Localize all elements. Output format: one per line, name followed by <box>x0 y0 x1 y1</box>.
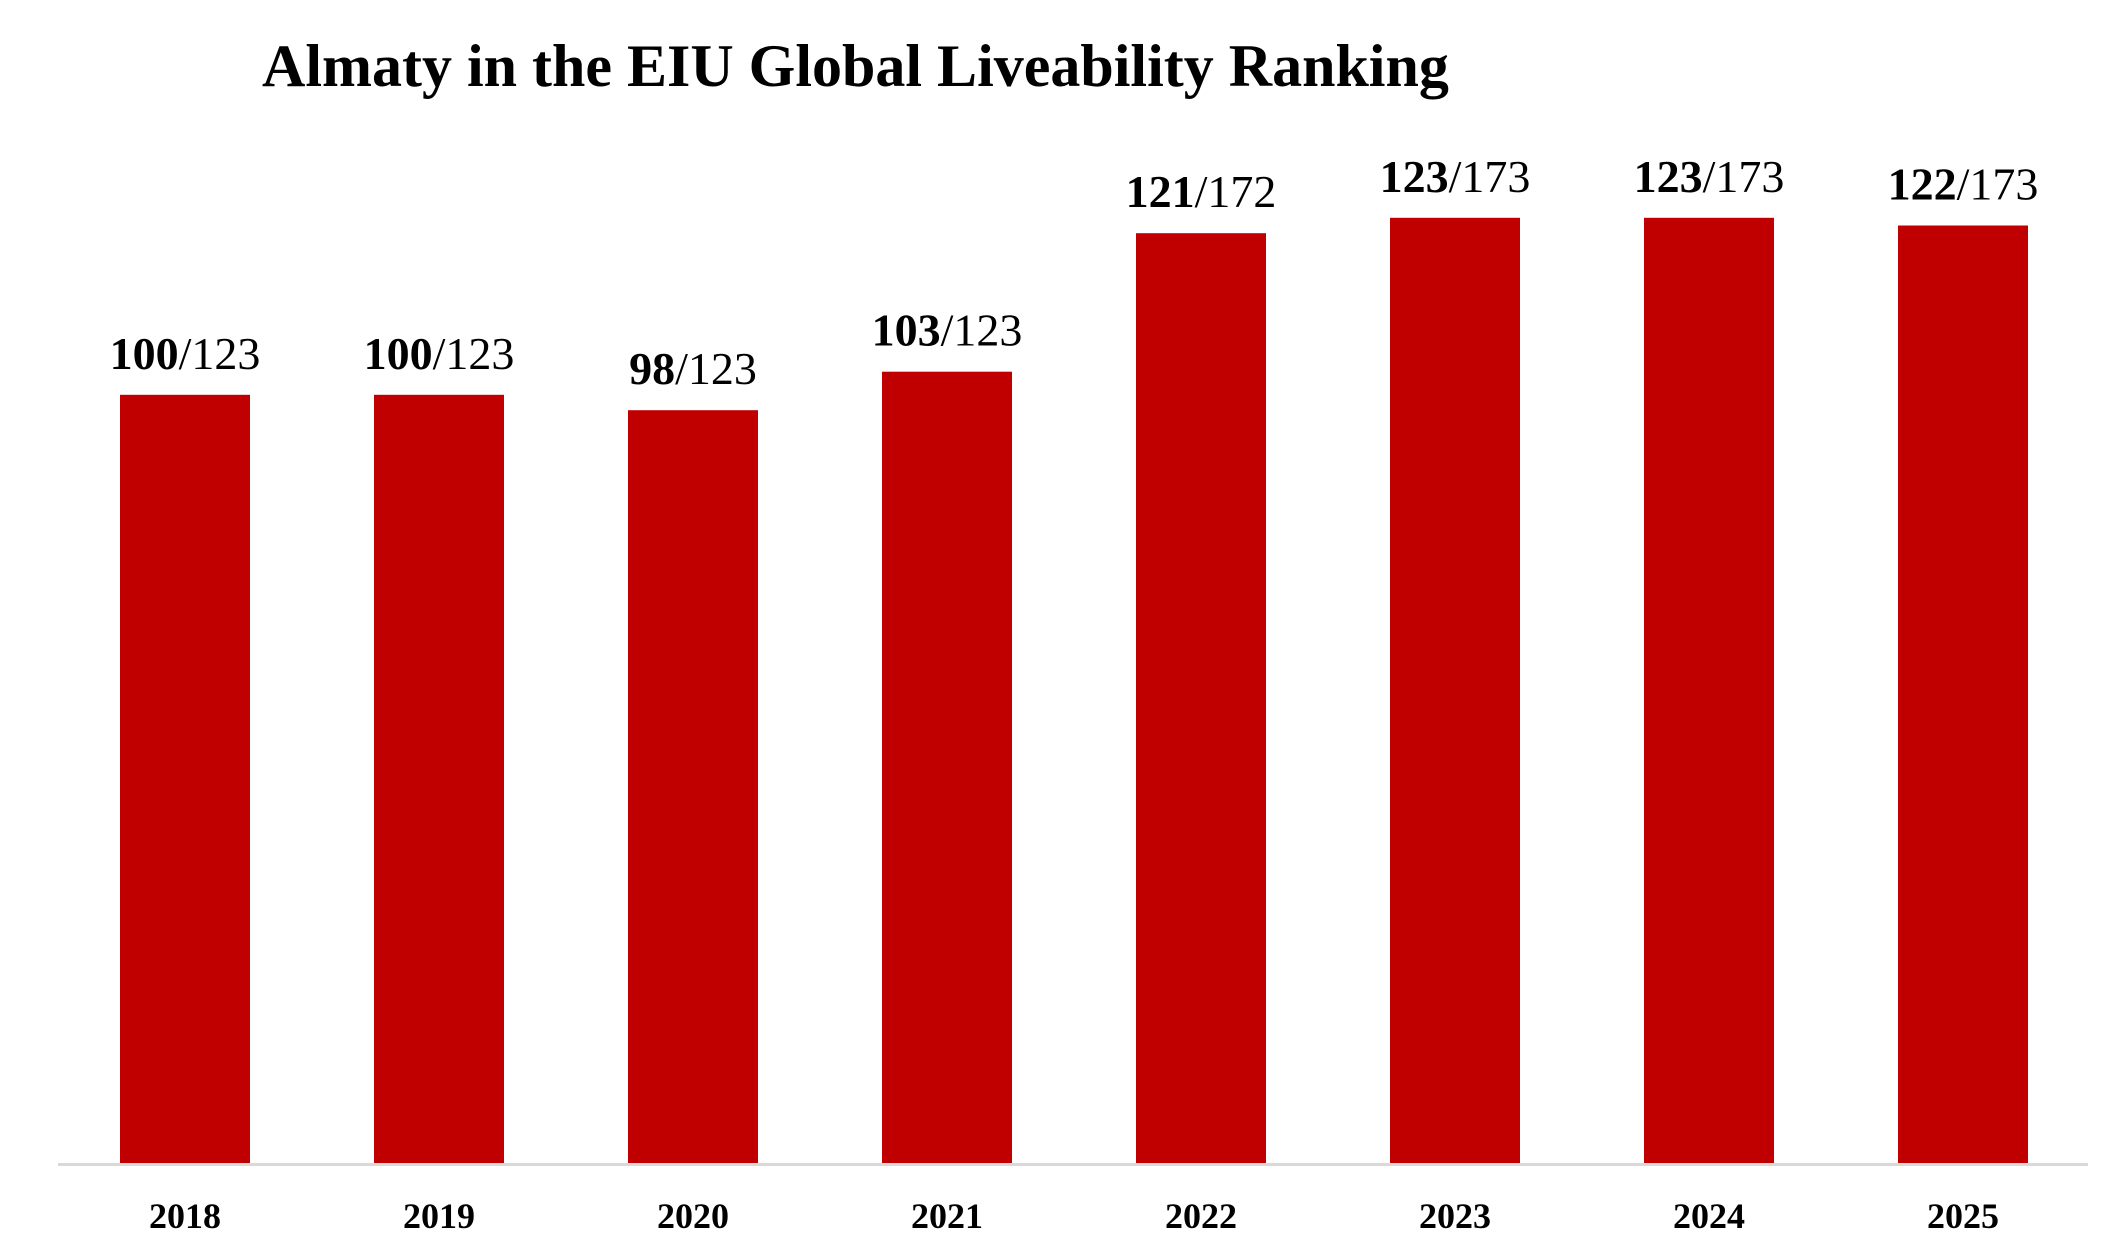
data-label-rank: 123 <box>1380 151 1449 202</box>
data-label-2019: 100/123 <box>364 328 515 379</box>
x-tick-label-2025: 2025 <box>1927 1196 1999 1236</box>
data-label-rank: 123 <box>1634 151 1703 202</box>
x-tick-label-2021: 2021 <box>911 1196 983 1236</box>
data-label-rank: 100 <box>110 328 179 379</box>
data-label-total: /173 <box>1703 151 1785 202</box>
data-label-rank: 98 <box>629 343 675 394</box>
bars-layer <box>120 217 2028 1165</box>
data-label-total: /123 <box>179 328 261 379</box>
x-tick-label-2024: 2024 <box>1673 1196 1745 1236</box>
x-tick-label-2018: 2018 <box>149 1196 221 1236</box>
data-label-total: /172 <box>1195 166 1277 217</box>
chart-title: Almaty in the EIU Global Liveability Ran… <box>262 33 1449 99</box>
bar-2018 <box>120 394 250 1164</box>
data-label-2025: 122/173 <box>1888 159 2039 210</box>
data-label-total: /173 <box>1957 159 2039 210</box>
bar-2023 <box>1390 217 1520 1165</box>
bar-2021 <box>882 371 1012 1164</box>
data-label-2023: 123/173 <box>1380 151 1531 202</box>
data-label-total: /173 <box>1449 151 1531 202</box>
x-tick-label-2019: 2019 <box>403 1196 475 1236</box>
data-label-rank: 103 <box>872 305 941 356</box>
bar-2020 <box>628 410 758 1164</box>
bar-2019 <box>374 394 504 1164</box>
data-label-2021: 103/123 <box>872 305 1023 356</box>
data-label-total: /123 <box>433 328 515 379</box>
data-label-2024: 123/173 <box>1634 151 1785 202</box>
bar-2025 <box>1898 225 2028 1164</box>
bar-2022 <box>1136 233 1266 1164</box>
data-label-2018: 100/123 <box>110 328 261 379</box>
x-tick-label-2020: 2020 <box>657 1196 729 1236</box>
bar-2024 <box>1644 217 1774 1165</box>
data-label-rank: 121 <box>1126 166 1195 217</box>
data-label-total: /123 <box>941 305 1023 356</box>
data-label-total: /123 <box>675 343 757 394</box>
x-axis-ticks: 2018 2019 2020 2021 2022 2023 2024 2025 <box>149 1196 1999 1236</box>
data-label-rank: 122 <box>1888 159 1957 210</box>
x-tick-label-2023: 2023 <box>1419 1196 1491 1236</box>
data-label-rank: 100 <box>364 328 433 379</box>
data-label-2020: 98/123 <box>629 343 757 394</box>
x-tick-label-2022: 2022 <box>1165 1196 1237 1236</box>
data-label-2022: 121/172 <box>1126 166 1277 217</box>
